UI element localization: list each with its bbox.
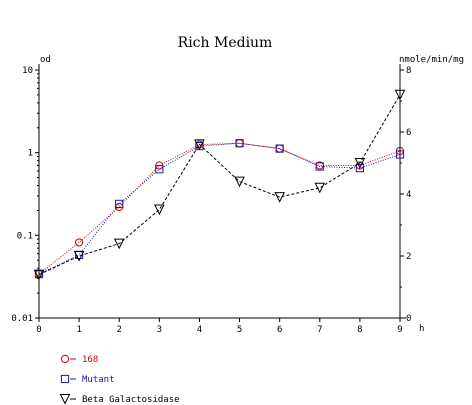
left-axis-label: od xyxy=(40,55,51,65)
data-point xyxy=(275,144,284,153)
data-point xyxy=(194,139,205,151)
legend: 168 Mutant Beta Galactosidase xyxy=(59,354,180,405)
x-tick-label: 1 xyxy=(76,325,81,335)
right-tick-label: 0 xyxy=(406,314,411,324)
data-point xyxy=(235,139,244,148)
data-point xyxy=(395,150,405,159)
data-point xyxy=(234,176,245,188)
left-tick-label: 1 xyxy=(28,149,33,159)
data-point xyxy=(113,238,125,250)
left-tick-label: 0.01 xyxy=(11,314,33,324)
legend-label: 168 xyxy=(82,355,98,365)
legend-label: Beta Galactosidase xyxy=(82,395,180,405)
x-tick-label: 8 xyxy=(357,325,362,335)
data-point xyxy=(274,192,285,203)
data-point xyxy=(394,89,406,101)
x-tick-label: 9 xyxy=(397,325,402,335)
legend-marker xyxy=(59,394,71,405)
right-tick-label: 4 xyxy=(406,190,411,200)
data-point xyxy=(154,204,165,216)
x-tick-label: 2 xyxy=(117,325,122,335)
series-line-2 xyxy=(38,94,401,276)
data-point xyxy=(33,269,45,281)
data-point xyxy=(315,162,324,171)
right-tick-label: 2 xyxy=(406,252,411,262)
series-line-0 xyxy=(38,142,401,275)
right-axis-label: nmole/min/mg xyxy=(399,55,464,65)
data-point xyxy=(354,158,366,169)
x-tick-label: 7 xyxy=(317,325,322,335)
x-tick-label: 5 xyxy=(237,325,242,335)
x-axis-label: h xyxy=(419,324,424,334)
legend-label: Mutant xyxy=(82,375,115,385)
data-point xyxy=(75,238,84,247)
series-line-1 xyxy=(38,142,401,275)
axes: 0 1 2 3 4 5 6 7 8 9 0.01 0.1 1 10 0 2 4 6 8 xyxy=(11,64,411,335)
x-tick-label: 4 xyxy=(197,325,202,335)
data-point xyxy=(314,182,326,194)
legend-marker xyxy=(60,374,70,384)
x-tick-label: 6 xyxy=(277,325,282,335)
right-tick-label: 8 xyxy=(406,66,411,76)
data-point xyxy=(155,165,164,174)
left-tick-label: 10 xyxy=(22,66,33,76)
x-tick-label: 3 xyxy=(157,325,162,335)
data-point xyxy=(355,164,364,173)
data-point xyxy=(73,251,85,262)
series-layer xyxy=(33,89,406,281)
right-tick-label: 6 xyxy=(406,128,411,138)
chart-title: Rich Medium xyxy=(178,35,273,51)
data-point xyxy=(115,199,124,209)
x-tick-label: 0 xyxy=(36,325,41,335)
left-tick-label: 0.1 xyxy=(17,231,33,241)
legend-marker xyxy=(60,354,70,364)
